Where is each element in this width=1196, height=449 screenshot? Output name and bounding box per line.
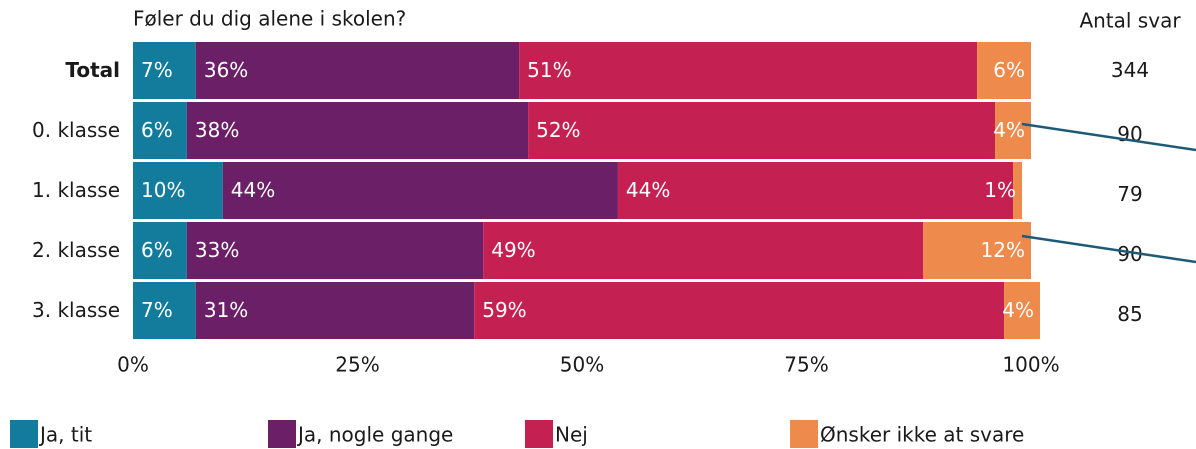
value-label: 36%	[204, 58, 248, 82]
value-label: 44%	[231, 178, 275, 202]
annotation-lines	[1021, 122, 1196, 264]
value-label: 6%	[141, 118, 173, 142]
counts-title: Antal svar	[1079, 9, 1181, 33]
value-label: 6%	[141, 238, 173, 262]
y-tick-label: 3. klasse	[32, 298, 120, 322]
legend-swatch	[525, 420, 553, 448]
bar-segment	[617, 162, 1014, 219]
value-label: 1%	[984, 178, 1016, 202]
annotation-line	[1021, 234, 1196, 264]
legend-label: Ønsker ikke at svare	[820, 423, 1024, 447]
count-label: 85	[1117, 302, 1142, 326]
bar-segment	[1013, 162, 1023, 219]
value-label: 38%	[195, 118, 239, 142]
value-label: 59%	[482, 298, 526, 322]
legend-swatch	[268, 420, 296, 448]
x-tick-label: 75%	[784, 353, 828, 377]
value-label: 49%	[491, 238, 535, 262]
value-label: 7%	[141, 58, 173, 82]
value-label: 44%	[626, 178, 670, 202]
bar-segment	[519, 42, 978, 99]
x-tick-label: 0%	[117, 353, 149, 377]
value-label: 10%	[141, 178, 185, 202]
bar-segment	[222, 162, 618, 219]
bar-segment	[133, 102, 187, 159]
bar-segment	[133, 162, 223, 219]
bar-segment	[186, 222, 484, 279]
bar-segment	[133, 282, 196, 339]
value-label: 4%	[993, 118, 1025, 142]
count-label: 79	[1117, 182, 1142, 206]
value-label: 4%	[1002, 298, 1034, 322]
count-label: 344	[1111, 58, 1149, 82]
value-label: 51%	[527, 58, 571, 82]
bar-segment	[186, 102, 529, 159]
y-tick-label: 0. klasse	[32, 118, 120, 142]
legend-swatch	[790, 420, 818, 448]
value-label: 31%	[204, 298, 248, 322]
legend-label: Ja, nogle gange	[296, 423, 453, 447]
x-tick-label: 100%	[1002, 353, 1059, 377]
bar-segment	[474, 282, 1005, 339]
legend-label: Nej	[555, 423, 588, 447]
x-tick-label: 50%	[560, 353, 604, 377]
value-label: 33%	[195, 238, 239, 262]
annotation-line	[1021, 122, 1196, 152]
x-tick-label: 25%	[335, 353, 379, 377]
value-label: 7%	[141, 298, 173, 322]
value-label: 52%	[536, 118, 580, 142]
bar-segment	[995, 102, 1031, 159]
bar-segment	[923, 222, 1031, 279]
legend-swatch	[10, 420, 38, 448]
bar-segment	[483, 222, 924, 279]
value-label: 6%	[993, 58, 1025, 82]
legend-label: Ja, tit	[38, 423, 92, 447]
y-tick-label: 1. klasse	[32, 178, 120, 202]
bar-segment	[133, 222, 187, 279]
bar-segment	[1004, 282, 1040, 339]
bar-segment	[195, 282, 475, 339]
y-tick-label: 2. klasse	[32, 238, 120, 262]
bar-segment	[195, 42, 520, 99]
value-label: 12%	[981, 238, 1025, 262]
chart-title: Føler du dig alene i skolen?	[133, 7, 406, 31]
bar-segment	[133, 42, 196, 99]
bar-segment	[977, 42, 1031, 99]
bar-segment	[528, 102, 996, 159]
y-tick-label: Total	[65, 58, 120, 82]
